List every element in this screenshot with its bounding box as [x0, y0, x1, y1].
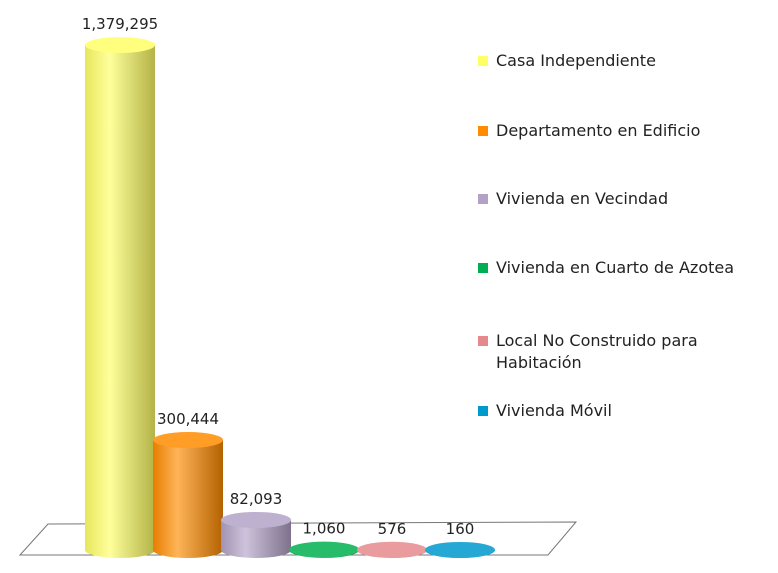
legend-label: Vivienda Móvil [496, 401, 612, 420]
bar-top [85, 37, 155, 53]
legend-entry: Vivienda en Cuarto de Azotea [478, 257, 768, 279]
legend-swatch [478, 126, 488, 136]
data-label: 1,060 [303, 520, 346, 538]
legend-label: Departamento en Edificio [496, 121, 701, 140]
bar-top [221, 511, 291, 528]
bar-top [357, 541, 427, 558]
legend-swatch [478, 263, 488, 273]
data-label: 300,444 [157, 410, 219, 428]
data-label: 1,379,295 [82, 15, 158, 33]
data-label: 576 [378, 520, 407, 538]
legend-swatch [478, 406, 488, 416]
legend-swatch [478, 336, 488, 346]
legend-swatch [478, 194, 488, 204]
legend-entry: Casa Independiente [478, 50, 768, 72]
bar-top [153, 431, 223, 448]
legend-label: Casa Independiente [496, 51, 656, 70]
legend-entry: Local No Construido para Habitación [478, 330, 768, 374]
data-label: 160 [446, 520, 475, 538]
bar-top [289, 541, 359, 558]
legend-entry: Vivienda Móvil [478, 400, 768, 422]
legend-entry: Departamento en Edificio [478, 120, 768, 142]
bar [221, 519, 291, 558]
legend-label: Vivienda en Vecindad [496, 189, 669, 208]
legend-label: Vivienda en Cuarto de Azotea [496, 258, 735, 277]
legend-label: Local No Construido para Habitación [496, 331, 698, 372]
data-label: 82,093 [230, 490, 283, 508]
legend-swatch [478, 56, 488, 66]
legend-entry: Vivienda en Vecindad [478, 188, 768, 210]
bar [85, 45, 155, 558]
bar-top [425, 541, 495, 558]
bar [153, 439, 223, 558]
